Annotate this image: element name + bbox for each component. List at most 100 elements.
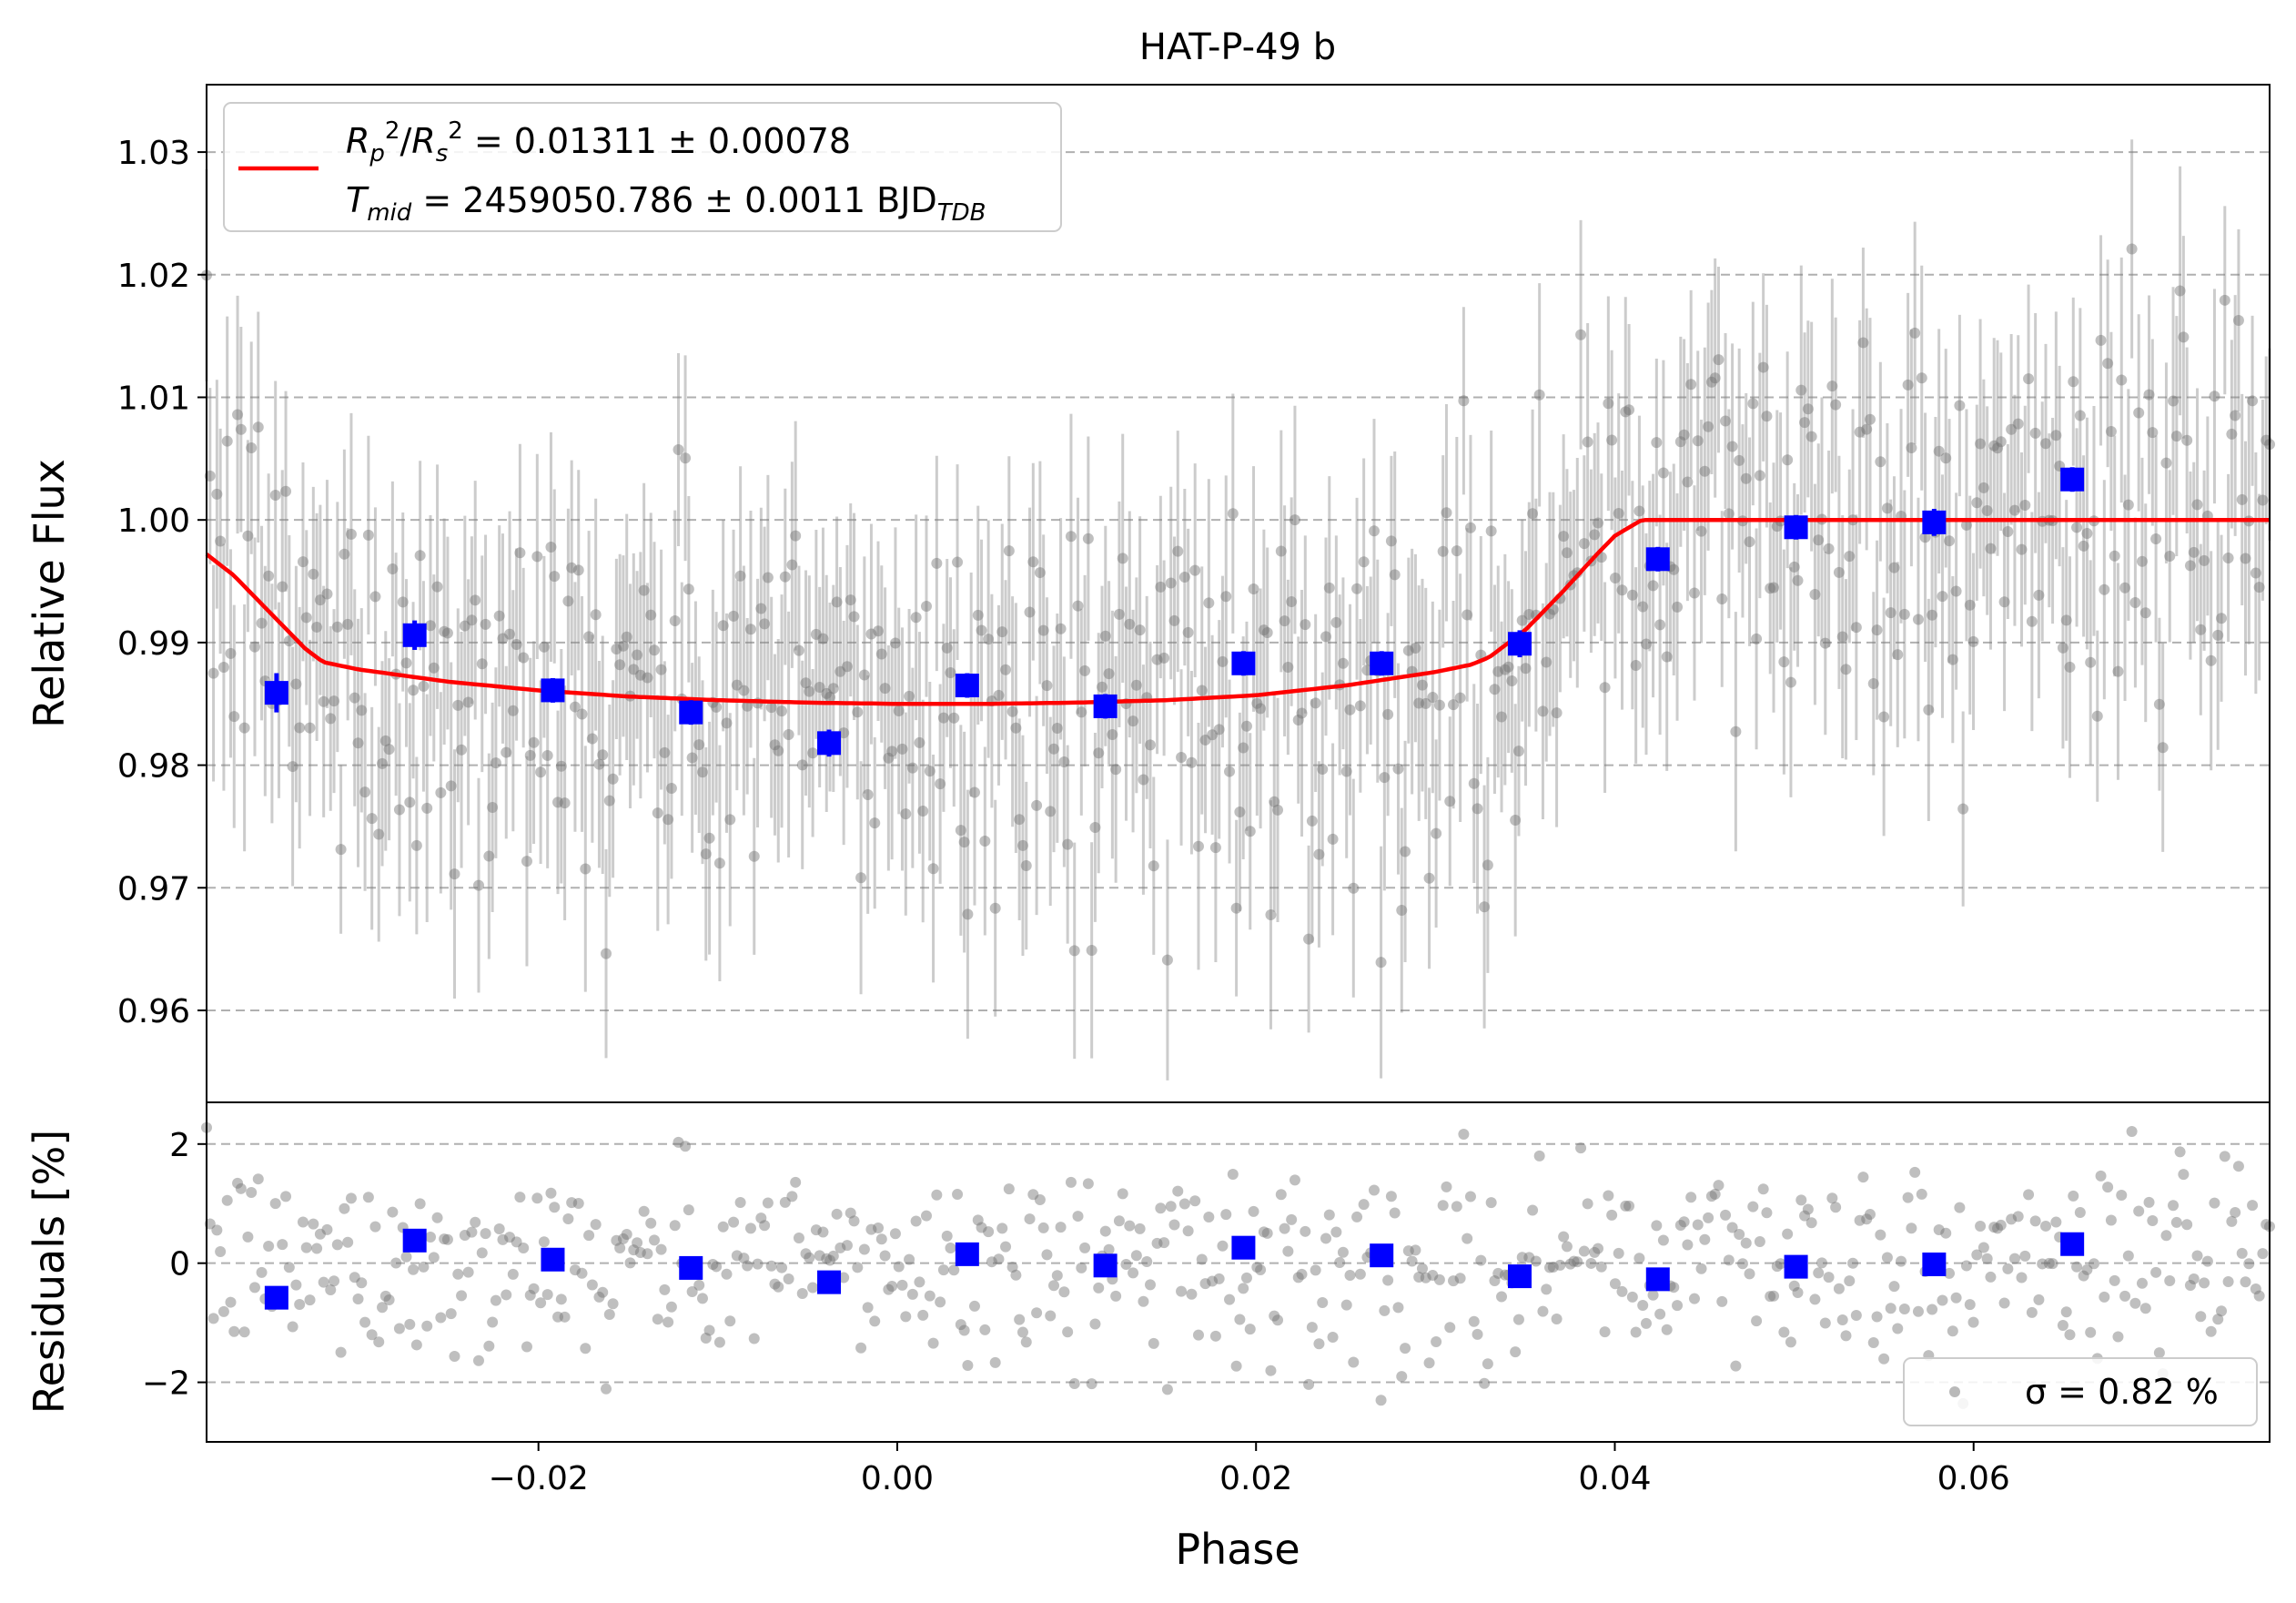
residual-point bbox=[597, 1286, 609, 1298]
residual-point bbox=[480, 1228, 491, 1240]
raw-point bbox=[462, 696, 474, 708]
residual-point bbox=[1713, 1180, 1725, 1192]
residual-point bbox=[779, 1196, 791, 1208]
raw-point bbox=[1014, 814, 1026, 826]
residual-point bbox=[1072, 1211, 1084, 1223]
raw-point bbox=[2199, 554, 2210, 566]
residual-point bbox=[277, 1239, 288, 1251]
residual-point bbox=[538, 1236, 550, 1248]
residual-point bbox=[1192, 1329, 1204, 1341]
residual-point bbox=[414, 1198, 426, 1210]
raw-point bbox=[655, 664, 667, 675]
raw-point bbox=[1757, 361, 1769, 373]
raw-point bbox=[738, 685, 750, 696]
raw-point bbox=[1279, 615, 1290, 627]
residual-point bbox=[1944, 1267, 1956, 1279]
residual-point bbox=[400, 1251, 412, 1263]
raw-point bbox=[349, 692, 360, 704]
residual-point bbox=[1199, 1278, 1211, 1290]
raw-point bbox=[2102, 358, 2114, 370]
residual-point bbox=[590, 1219, 602, 1231]
raw-point bbox=[883, 752, 895, 764]
residual-point bbox=[2164, 1275, 2176, 1287]
raw-point bbox=[1431, 827, 1442, 839]
binned-residual-point bbox=[1784, 1254, 1808, 1279]
residual-point bbox=[1034, 1194, 1046, 1206]
residual-point bbox=[2078, 1270, 2089, 1282]
binned-point bbox=[1231, 651, 1256, 675]
residual-point bbox=[541, 1289, 553, 1301]
raw-point bbox=[2181, 434, 2193, 446]
raw-point bbox=[1871, 624, 1883, 636]
residual-point bbox=[793, 1233, 804, 1244]
residual-point bbox=[1485, 1197, 1497, 1209]
raw-point bbox=[865, 628, 877, 640]
raw-point bbox=[1382, 708, 1394, 720]
raw-point bbox=[841, 661, 853, 673]
raw-point bbox=[2029, 427, 2041, 439]
residual-point bbox=[528, 1283, 540, 1294]
residual-point bbox=[2016, 1272, 2028, 1283]
raw-point bbox=[1857, 337, 1869, 349]
y-axis-label-top: Relative Flux bbox=[25, 459, 74, 728]
raw-point bbox=[1688, 587, 1700, 599]
raw-point bbox=[1199, 734, 1211, 746]
raw-point bbox=[207, 667, 219, 679]
raw-point bbox=[1626, 589, 1638, 601]
residual-point bbox=[783, 1273, 794, 1285]
raw-point bbox=[1502, 661, 1514, 673]
binned-residual-point bbox=[1093, 1253, 1118, 1278]
residual-point bbox=[593, 1291, 605, 1303]
raw-point bbox=[1020, 860, 1032, 872]
residual-point bbox=[1785, 1336, 1796, 1348]
raw-point bbox=[1303, 933, 1315, 945]
raw-point bbox=[889, 637, 901, 649]
residual-point bbox=[1682, 1239, 1694, 1251]
residual-point bbox=[390, 1257, 402, 1269]
residual-point bbox=[408, 1263, 420, 1275]
residual-point bbox=[1661, 1324, 1673, 1335]
residual-point bbox=[586, 1279, 598, 1291]
raw-point bbox=[1062, 838, 1074, 850]
raw-point bbox=[1368, 525, 1380, 537]
residual-point bbox=[1799, 1210, 1811, 1222]
residual-point bbox=[1716, 1295, 1728, 1307]
residual-point bbox=[1269, 1310, 1280, 1322]
residual-point bbox=[948, 1264, 960, 1276]
residual-point bbox=[1113, 1215, 1125, 1227]
raw-point bbox=[896, 743, 908, 755]
raw-point bbox=[425, 620, 437, 632]
residual-point bbox=[2170, 1216, 2182, 1228]
raw-point bbox=[1888, 562, 1900, 573]
raw-point bbox=[566, 562, 578, 573]
raw-point bbox=[2195, 624, 2207, 635]
residual-point bbox=[1310, 1264, 1321, 1276]
residual-point bbox=[1823, 1272, 1835, 1283]
residual-point bbox=[1472, 1328, 1483, 1340]
residual-point bbox=[717, 1221, 729, 1233]
residual-point bbox=[566, 1197, 578, 1209]
residual-point bbox=[1317, 1297, 1329, 1309]
raw-point bbox=[2147, 427, 2159, 439]
raw-point bbox=[248, 641, 260, 653]
raw-point bbox=[215, 535, 227, 547]
raw-point bbox=[628, 664, 640, 675]
residual-point bbox=[1272, 1314, 1284, 1326]
raw-point bbox=[1168, 614, 1180, 626]
residual-point bbox=[1017, 1326, 1028, 1338]
residual-point bbox=[1533, 1150, 1545, 1162]
residual-point bbox=[1003, 1183, 1015, 1195]
raw-point bbox=[858, 669, 870, 681]
raw-point bbox=[1902, 379, 1914, 391]
raw-point bbox=[1850, 622, 1862, 634]
residual-point bbox=[215, 1246, 227, 1258]
raw-point bbox=[917, 805, 929, 817]
residual-point bbox=[713, 1336, 725, 1348]
raw-point bbox=[1058, 756, 1070, 767]
residual-point bbox=[1833, 1283, 1845, 1294]
residual-point bbox=[759, 1220, 771, 1232]
residual-point bbox=[1144, 1279, 1156, 1291]
residual-point bbox=[632, 1237, 643, 1249]
residual-point bbox=[979, 1324, 991, 1335]
residual-point bbox=[1699, 1233, 1711, 1245]
